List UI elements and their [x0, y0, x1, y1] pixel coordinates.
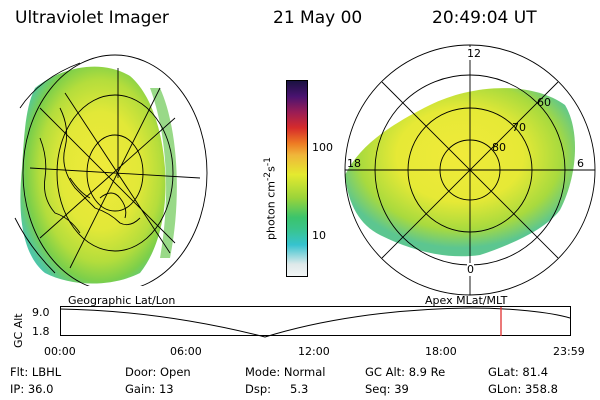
mlt-label-18: 18 — [347, 157, 361, 170]
timeline-ylabel: GC Alt — [12, 313, 25, 348]
glon-value: GLon: 358.8 — [488, 382, 558, 396]
instrument-title: Ultraviolet Imager — [15, 8, 169, 28]
time-tick-0000: 00:00 — [44, 345, 76, 358]
mlat-label-80: 80 — [492, 141, 506, 154]
time-tick-0600: 06:00 — [170, 345, 202, 358]
gc-alt-value: GC Alt: 8.9 Re — [365, 365, 446, 379]
dsp-value: 5.3 — [290, 382, 309, 396]
apex-panel-label: Apex MLat/MLT — [425, 294, 508, 307]
altitude-trace — [59, 307, 571, 338]
aurora-emission-left — [20, 66, 166, 284]
time-tick-1200: 12:00 — [298, 345, 330, 358]
mlat-label-60: 60 — [537, 96, 551, 109]
time-tick-1800: 18:00 — [425, 345, 457, 358]
date-label: 21 May 00 — [273, 8, 363, 28]
timeline-ymin: 1.8 — [32, 325, 50, 338]
ip-value: IP: 36.0 — [10, 382, 54, 396]
colorbar-units: photon cm-2s-1 — [262, 157, 278, 240]
colorbar-tick-10: 10 — [312, 229, 326, 242]
time-tick-2359: 23:59 — [553, 345, 585, 358]
mlat-label-70: 70 — [512, 121, 526, 134]
time-label: 20:49:04 UT — [432, 8, 537, 28]
mlt-label-6: 6 — [577, 157, 584, 170]
seq-value: Seq: 39 — [365, 382, 409, 396]
mode-value: Mode: Normal — [245, 365, 326, 379]
timeline-ymax: 9.0 — [32, 306, 50, 319]
colorbar-tick-100: 100 — [312, 141, 333, 154]
geographic-image — [14, 54, 208, 286]
apex-polar-image — [344, 44, 596, 296]
altitude-timeline — [59, 306, 571, 338]
mlt-label-0: 0 — [467, 263, 474, 276]
dsp-label: Dsp: — [245, 382, 272, 396]
gain-value: Gain: 13 — [125, 382, 174, 396]
mlt-label-12: 12 — [467, 47, 481, 60]
glat-value: GLat: 81.4 — [488, 365, 549, 379]
colorbar — [286, 80, 308, 277]
flt-value: Flt: LBHL — [10, 365, 62, 379]
geographic-panel-label: Geographic Lat/Lon — [68, 294, 176, 307]
door-value: Door: Open — [125, 365, 191, 379]
